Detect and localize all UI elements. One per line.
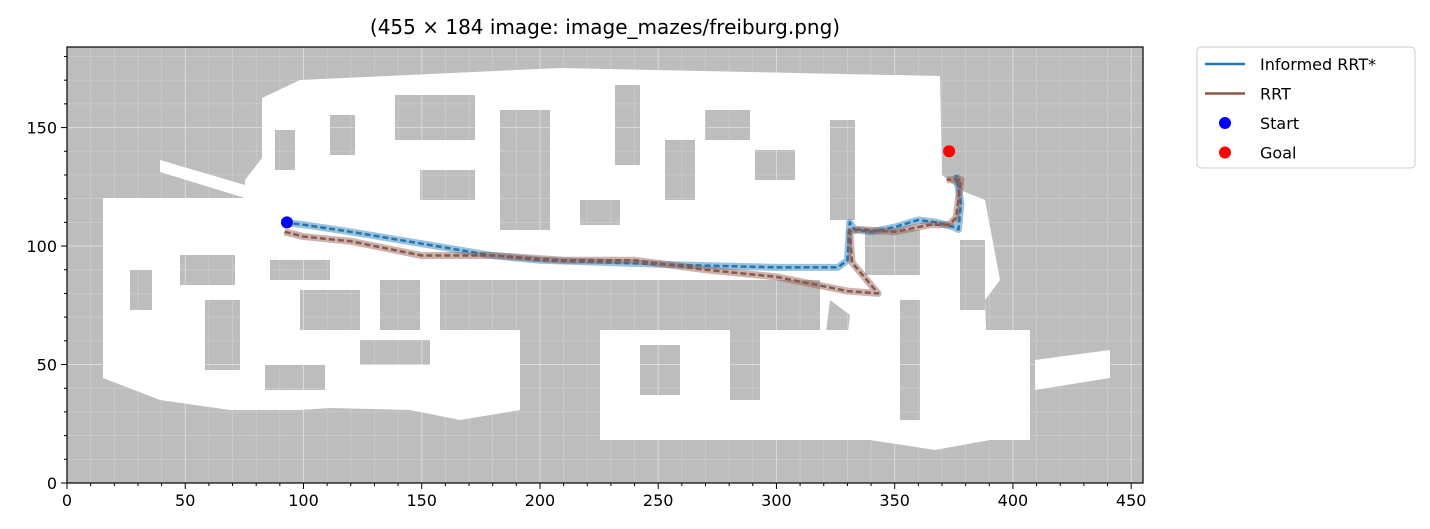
x-tick-label: 250 xyxy=(643,491,674,510)
y-tick-label: 150 xyxy=(26,119,57,138)
occupancy-obstacles xyxy=(130,85,985,420)
x-tick-label: 300 xyxy=(761,491,792,510)
series-line-2 xyxy=(284,178,963,295)
x-tick-label: 350 xyxy=(879,491,910,510)
legend-frame xyxy=(1196,46,1416,169)
legend-label: Goal xyxy=(1260,144,1296,163)
chart-title: (455 × 184 image: image_mazes/freiburg.p… xyxy=(370,15,840,39)
x-tick-label: 150 xyxy=(406,491,437,510)
x-tick-label: 200 xyxy=(525,491,556,510)
legend-label: Start xyxy=(1260,114,1299,133)
series-line-1 xyxy=(284,174,963,269)
plot-frame xyxy=(66,46,1144,484)
y-tick-label: 100 xyxy=(26,237,57,256)
x-tick-label: 100 xyxy=(288,491,319,510)
legend-label: Informed RRT* xyxy=(1260,55,1376,74)
y-tick-label: 50 xyxy=(37,356,57,375)
axes: 0 50 100 150 200 250 300 350 400 450 0 50 100 150 xyxy=(26,55,1147,510)
start-point xyxy=(280,216,293,229)
legend: Informed RRT* RRT Start Goal xyxy=(1196,46,1416,169)
plot-area xyxy=(67,47,1143,483)
series-layer xyxy=(280,145,965,297)
legend-swatch-dot xyxy=(1219,117,1231,129)
grid xyxy=(67,47,1143,483)
goal-point xyxy=(943,145,956,158)
x-tick-label: 50 xyxy=(175,491,195,510)
x-tick-label: 0 xyxy=(62,491,72,510)
legend-swatch-dot xyxy=(1219,146,1231,159)
x-tick-label: 450 xyxy=(1116,491,1147,510)
y-tick-label: 0 xyxy=(47,474,57,493)
legend-label: RRT xyxy=(1260,85,1291,104)
x-tick-label: 400 xyxy=(998,491,1029,510)
